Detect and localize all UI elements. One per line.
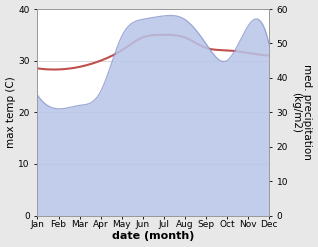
X-axis label: date (month): date (month): [112, 231, 194, 242]
Y-axis label: max temp (C): max temp (C): [5, 76, 16, 148]
Y-axis label: med. precipitation
(kg/m2): med. precipitation (kg/m2): [291, 64, 313, 160]
